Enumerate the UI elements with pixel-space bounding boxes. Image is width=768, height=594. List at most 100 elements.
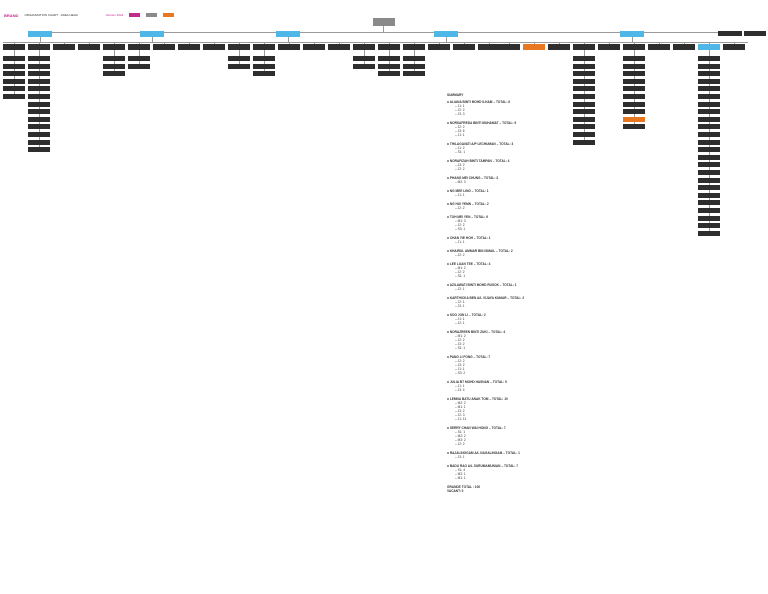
org-connector (114, 42, 115, 44)
org-node (28, 139, 50, 145)
org-connector (40, 32, 720, 33)
org-node (623, 124, 645, 130)
org-connector (39, 42, 40, 44)
org-node (276, 31, 300, 37)
summary-group-line: – J2: 2 (455, 359, 465, 363)
org-connector (264, 50, 265, 73)
summary-group-line: – M1: 2 (455, 266, 466, 270)
summary-group-line: – S1: 1 (455, 430, 466, 434)
org-node (253, 63, 275, 69)
summary-group-name: o NORAFIZAH BINTI TAMPAN – TOTAL: 4 (447, 159, 510, 163)
org-node (573, 78, 595, 84)
date-label: Version 2024 (105, 13, 124, 17)
org-connector (139, 42, 140, 44)
org-node (698, 177, 720, 183)
org-connector (3, 42, 748, 43)
org-node (28, 63, 50, 69)
org-connector (464, 42, 465, 44)
org-node (673, 44, 695, 50)
summary-group-line: – J3: 4 (455, 388, 465, 392)
summary-group-line: – J2: 2 (455, 442, 465, 446)
org-connector (734, 42, 735, 44)
summary-group-name: o AZILAWATI BINTI MOHD RUSOK – TOTAL: 1 (447, 283, 517, 287)
org-node (523, 44, 545, 50)
org-node (698, 147, 720, 153)
org-node (573, 86, 595, 92)
org-node (103, 56, 125, 61)
summary-group: o CHAN YIE HOH – TOTAL: 1– J1: 1 (447, 236, 587, 244)
org-connector (14, 42, 15, 44)
org-node (698, 109, 720, 115)
org-node (128, 44, 150, 50)
org-node (623, 116, 645, 122)
org-node (623, 109, 645, 115)
org-connector (559, 42, 560, 44)
page-header: BRAND ORGANIZATION CHART · AREA HEAD Ver… (4, 10, 175, 20)
summary-group-name: o NORSAFREDA BINTI MUHAMAT – TOTAL: 9 (447, 121, 517, 125)
summary-group-name: o ALIANA BINTI MOHD ILHAM – TOTAL: 6 (447, 100, 511, 104)
org-node (3, 71, 25, 77)
org-node (623, 78, 645, 84)
summary-group-name: o KARTHICKA BEN A/L VIJAYA KUMAR – TOTAL… (447, 296, 525, 300)
org-connector (709, 42, 710, 44)
chart-title: ORGANIZATION CHART · AREA HEAD (24, 13, 78, 17)
org-node (253, 56, 275, 61)
org-node (698, 124, 720, 130)
legend-badge-3 (163, 13, 175, 17)
summary-group-name: o PANG LI FONG – TOTAL: 7 (447, 355, 491, 359)
org-node (698, 56, 720, 61)
org-connector (632, 37, 633, 42)
org-connector (164, 42, 165, 44)
summary-group-line: – J2: 2 (455, 270, 465, 274)
summary-group-line: – J2: 1 (455, 287, 465, 291)
org-node (573, 139, 595, 145)
org-node (573, 71, 595, 77)
org-node (403, 71, 425, 77)
org-node (620, 31, 644, 37)
summary-group-line: – M1: 3 (455, 219, 466, 223)
org-node (428, 44, 450, 50)
summary-group-line: – J3: 2 (455, 342, 465, 346)
summary-group-line: – J2: 1 (455, 300, 465, 304)
summary-group-name: o NG MEE LING – TOTAL: 1 (447, 189, 489, 193)
summary-group-name: o THILAGAVATI A/P LECHUMAN – TOTAL: 3 (447, 142, 514, 146)
org-node (28, 86, 50, 92)
summary-group: o TOH MEI YEN – TOTAL: 6– M1: 3– J2: 2– … (447, 215, 587, 231)
org-node (3, 78, 25, 84)
summary-group-name: o NG HUI YEMN – TOTAL: 2 (447, 202, 489, 206)
org-node (573, 132, 595, 137)
org-connector (314, 42, 315, 44)
org-node (623, 101, 645, 107)
org-connector (288, 37, 289, 42)
org-node (623, 44, 645, 50)
org-connector (684, 42, 685, 44)
org-node (723, 44, 745, 50)
org-connector (289, 42, 290, 44)
summary-group-name: o TOH MEI YEN – TOTAL: 6 (447, 215, 489, 219)
org-node (28, 132, 50, 137)
summary-group-line: – S3: 2 (455, 371, 466, 375)
org-node (573, 94, 595, 99)
org-connector (659, 42, 660, 44)
org-connector (214, 42, 215, 44)
summary-group-line: – J3: 2 (455, 163, 465, 167)
summary-group: o PANG LI FONG – TOTAL: 7– J2: 2– J3: 2–… (447, 355, 587, 375)
summary-group-line: – J1: 1 (455, 193, 465, 197)
summary-group-line: – J2: 1 (455, 321, 465, 325)
org-connector (189, 42, 190, 44)
org-node (698, 139, 720, 145)
org-connector (584, 42, 585, 44)
summary-group-line: – J1: 1 (455, 133, 465, 137)
org-node (3, 94, 25, 99)
summary-group-line: – J1: 1 (455, 104, 465, 108)
summary-group-line: – S1: 4 (455, 468, 466, 472)
org-node (698, 170, 720, 175)
org-connector (439, 42, 440, 44)
org-node (623, 71, 645, 77)
summary-group-line: – J2: 2 (455, 167, 465, 171)
summary-group: o SERRY CHAN WAI HONG – TOTAL: 7– S1: 1–… (447, 426, 587, 446)
summary-group-name: o JULIA BT MOHD HASNAN – TOTAL: 5 (447, 380, 507, 384)
summary-group-line: – J1: 2 (455, 146, 465, 150)
org-node (698, 215, 720, 221)
org-connector (446, 37, 447, 42)
